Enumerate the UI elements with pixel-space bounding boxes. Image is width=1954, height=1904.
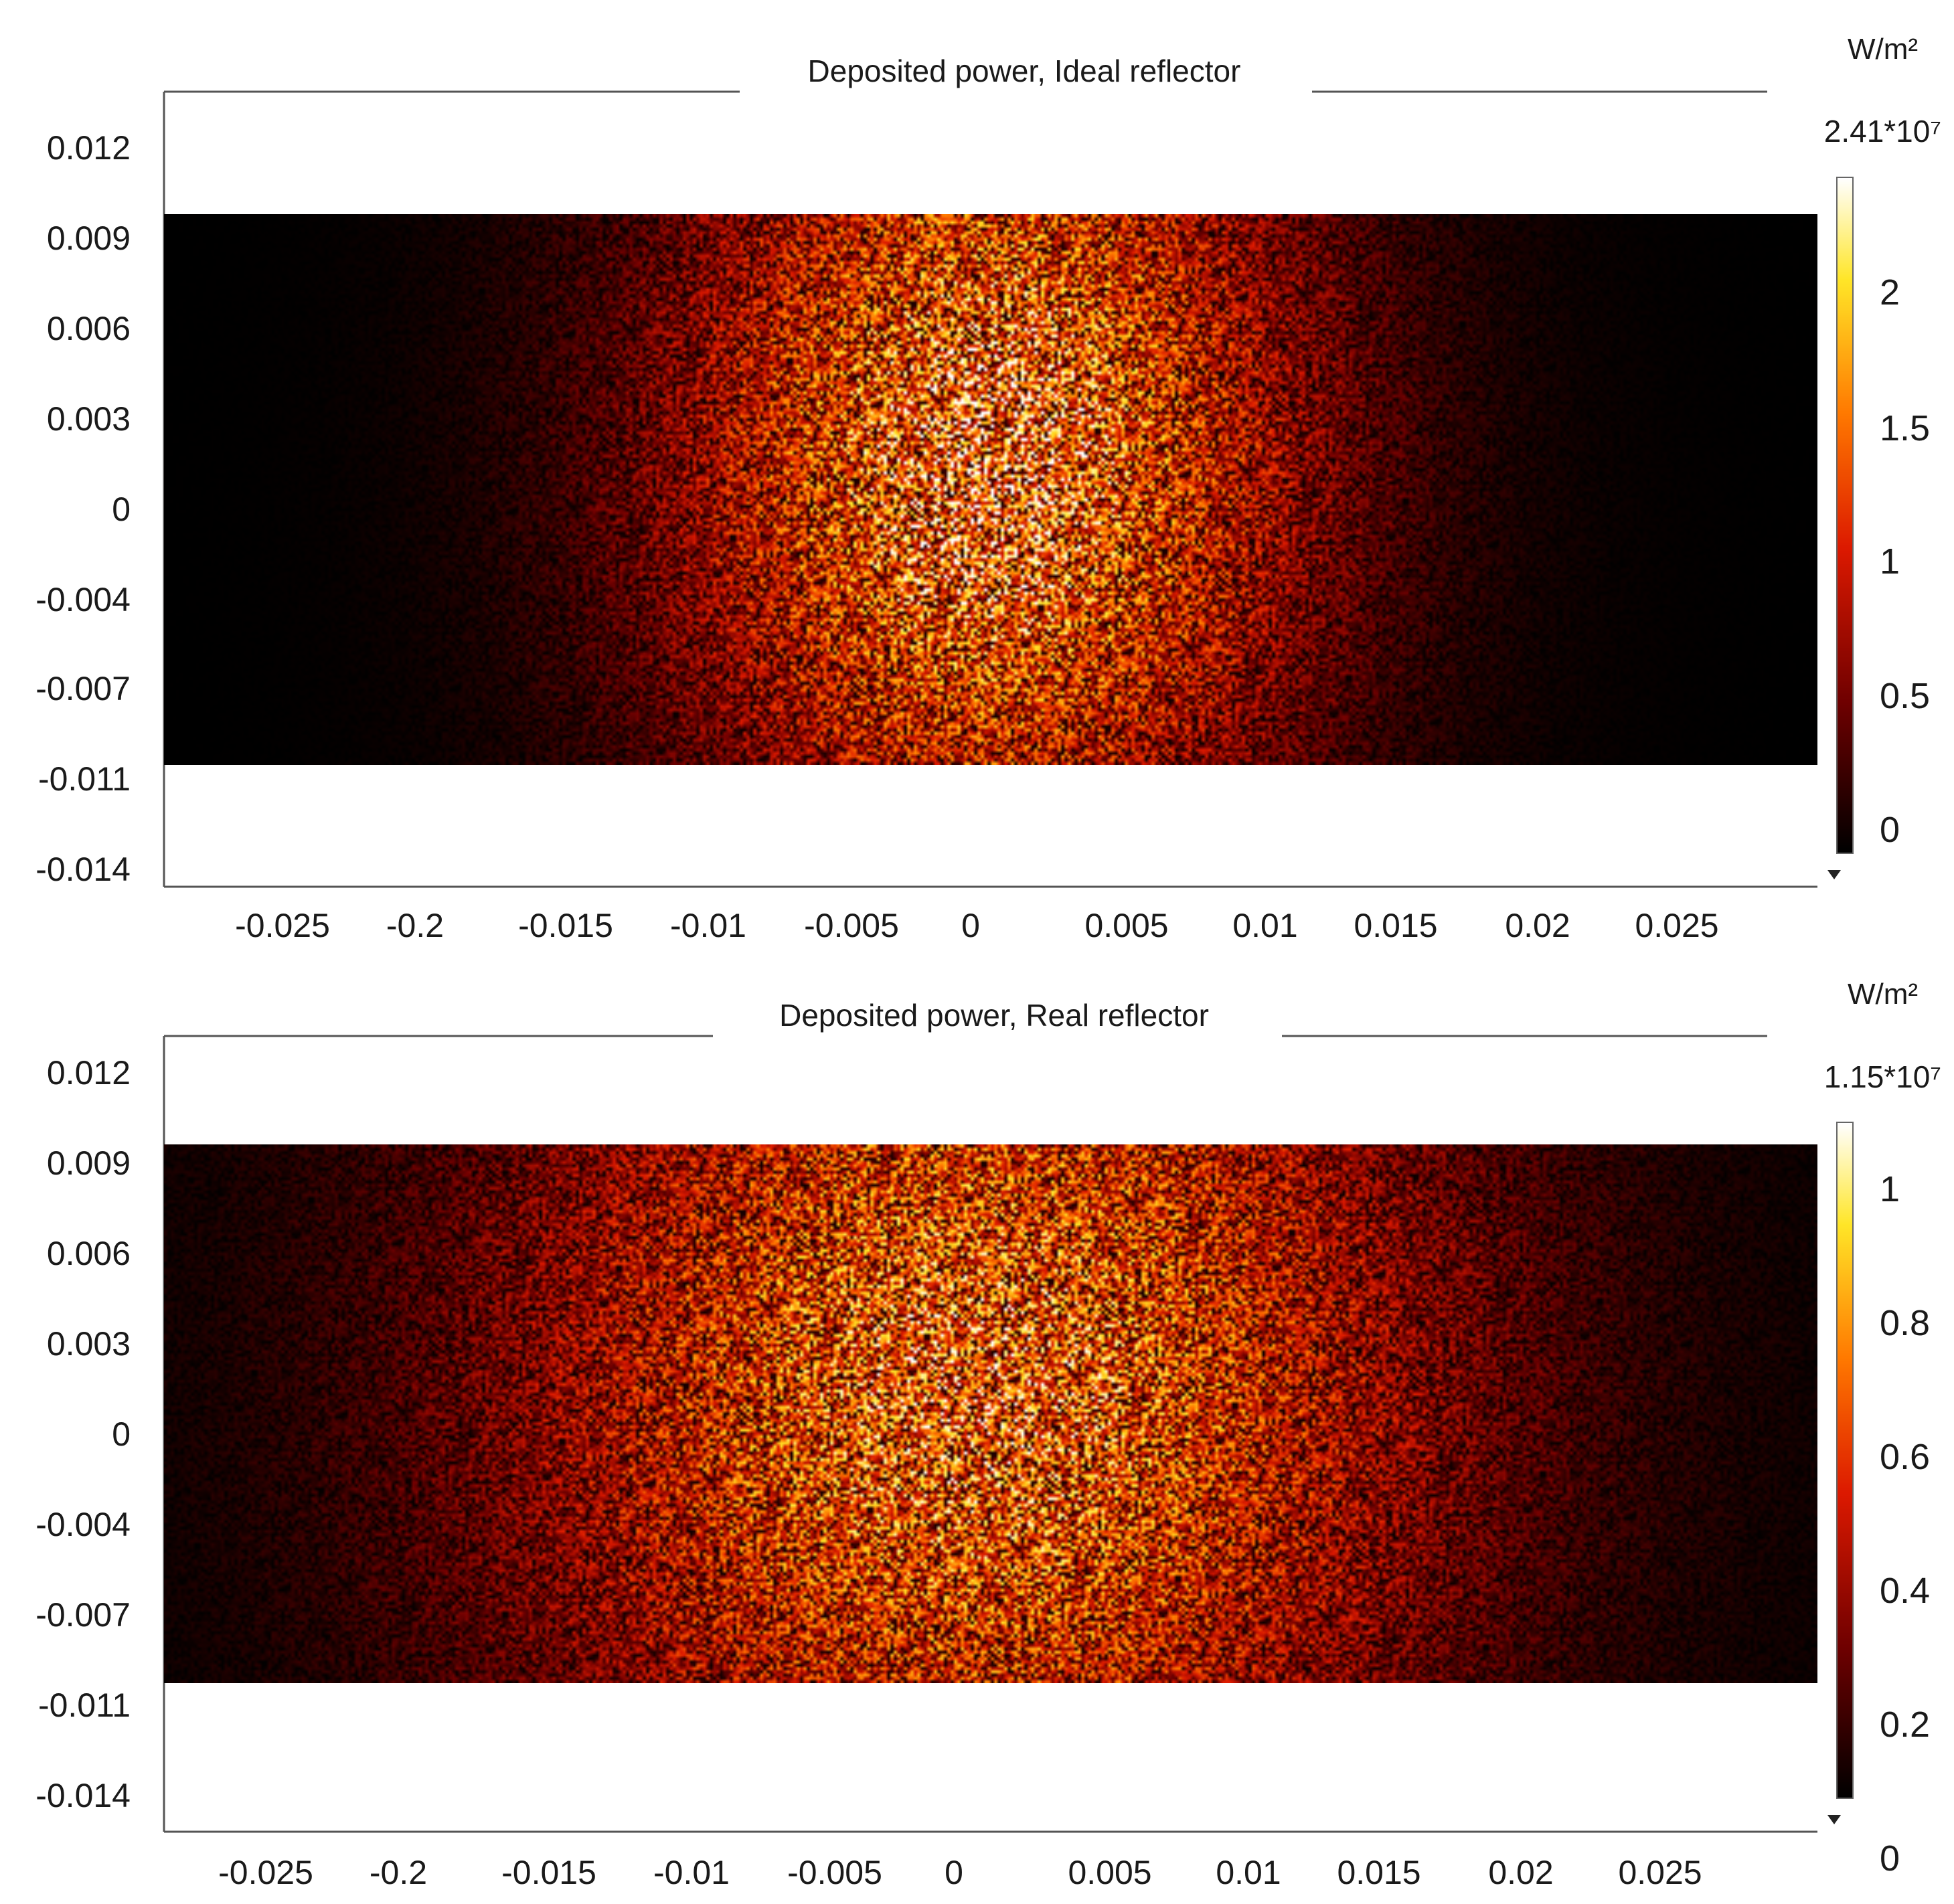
heatmap-field [164, 1144, 1817, 1683]
colorbar-marker-icon [1827, 870, 1841, 879]
colorbar-tick: 0 [1880, 1838, 1900, 1879]
colorbar-tick: 0.6 [1880, 1437, 1930, 1477]
y-tick-label: 0.012 [47, 1054, 131, 1092]
x-tick-label: 0.02 [1488, 1854, 1553, 1891]
y-tick-label: -0.011 [38, 760, 131, 798]
y-tick-label: 0.003 [47, 400, 131, 438]
x-tick-label: -0.005 [804, 907, 899, 944]
heatmap-panel-ideal-reflector: Deposited power, Ideal reflector 0.012 0… [35, 33, 1941, 944]
y-tick-label: 0 [112, 1415, 131, 1453]
y-tick-label: -0.014 [35, 1777, 131, 1814]
colorbar-tick: 2 [1880, 272, 1900, 313]
y-tick-label: -0.011 [38, 1686, 131, 1724]
colorbar-unit: W/m² [1848, 33, 1918, 66]
x-tick-label: 0.005 [1068, 1854, 1151, 1891]
x-axis-tick-labels: -0.025 -0.2 -0.015 -0.01 -0.005 0 0.005 … [218, 1854, 1702, 1891]
y-tick-label: -0.007 [35, 670, 131, 707]
x-tick-label: 0 [961, 907, 980, 944]
x-tick-label: 0.01 [1232, 907, 1297, 944]
colorbar: W/m² 1.15*10⁷ 1 0.8 0.6 0.4 0.2 0 [1824, 978, 1941, 1879]
x-tick-label: 0.02 [1505, 907, 1570, 944]
y-tick-label: 0.003 [47, 1325, 131, 1363]
colorbar-tick: 0 [1880, 810, 1900, 850]
colorbar-tick: 0.2 [1880, 1705, 1930, 1745]
heatmap-panel-real-reflector: Deposited power, Real reflector 0.012 0.… [35, 978, 1941, 1891]
colorbar-border [1836, 1122, 1854, 1799]
y-tick-label: -0.014 [35, 851, 131, 888]
heatmap-field [164, 214, 1817, 765]
x-tick-label: -0.005 [787, 1854, 882, 1891]
x-tick-label: -0.025 [235, 907, 330, 944]
colorbar-max-label: 1.15*10⁷ [1824, 1059, 1941, 1094]
colorbar-tick: 1.5 [1880, 408, 1930, 448]
y-tick-label: -0.007 [35, 1596, 131, 1634]
x-tick-label: -0.015 [518, 907, 613, 944]
x-tick-label: -0.015 [501, 1854, 596, 1891]
colorbar-border [1836, 177, 1854, 854]
colorbar-tick: 0.4 [1880, 1571, 1930, 1611]
x-tick-label: -0.2 [370, 1854, 427, 1891]
x-tick-label: -0.01 [670, 907, 746, 944]
colorbar-marker-icon [1827, 1815, 1841, 1824]
colorbar-tick: 0.5 [1880, 676, 1930, 716]
x-tick-label: 0.025 [1618, 1854, 1702, 1891]
colorbar: W/m² 2.41*10⁷ 2 1.5 1 0.5 0 [1824, 33, 1941, 879]
x-tick-label: 0.01 [1216, 1854, 1281, 1891]
y-tick-label: 0.012 [47, 129, 131, 167]
y-tick-label: 0.006 [47, 1235, 131, 1272]
y-tick-label: -0.004 [35, 1506, 131, 1543]
y-tick-label: 0 [112, 491, 131, 528]
colorbar-gradient [1837, 1122, 1853, 1798]
x-tick-label: 0.025 [1635, 907, 1718, 944]
x-tick-label: 0.015 [1354, 907, 1437, 944]
x-tick-label: -0.025 [218, 1854, 313, 1891]
y-tick-label: -0.004 [35, 581, 131, 618]
colorbar-tick: 1 [1880, 1169, 1900, 1209]
colorbar-tick: 1 [1880, 541, 1900, 582]
x-axis-tick-labels: -0.025 -0.2 -0.015 -0.01 -0.005 0 0.005 … [235, 907, 1718, 944]
chart-title: Deposited power, Ideal reflector [808, 54, 1241, 88]
x-tick-label: 0 [945, 1854, 963, 1891]
colorbar-gradient [1837, 177, 1853, 853]
x-tick-label: 0.005 [1084, 907, 1168, 944]
y-axis-tick-labels: 0.012 0.009 0.006 0.003 0 -0.004 -0.007 … [35, 129, 131, 888]
x-tick-label: 0.015 [1337, 1854, 1420, 1891]
y-tick-label: 0.009 [47, 1144, 131, 1182]
y-axis-tick-labels: 0.012 0.009 0.006 0.003 0 -0.004 -0.007 … [35, 1054, 131, 1814]
x-tick-label: -0.2 [386, 907, 444, 944]
colorbar-tick: 0.8 [1880, 1303, 1930, 1343]
x-tick-label: -0.01 [653, 1854, 730, 1891]
colorbar-unit: W/m² [1848, 978, 1918, 1011]
y-tick-label: 0.009 [47, 220, 131, 257]
y-tick-label: 0.006 [47, 310, 131, 347]
colorbar-max-label: 2.41*10⁷ [1824, 114, 1941, 149]
chart-title: Deposited power, Real reflector [779, 998, 1209, 1033]
